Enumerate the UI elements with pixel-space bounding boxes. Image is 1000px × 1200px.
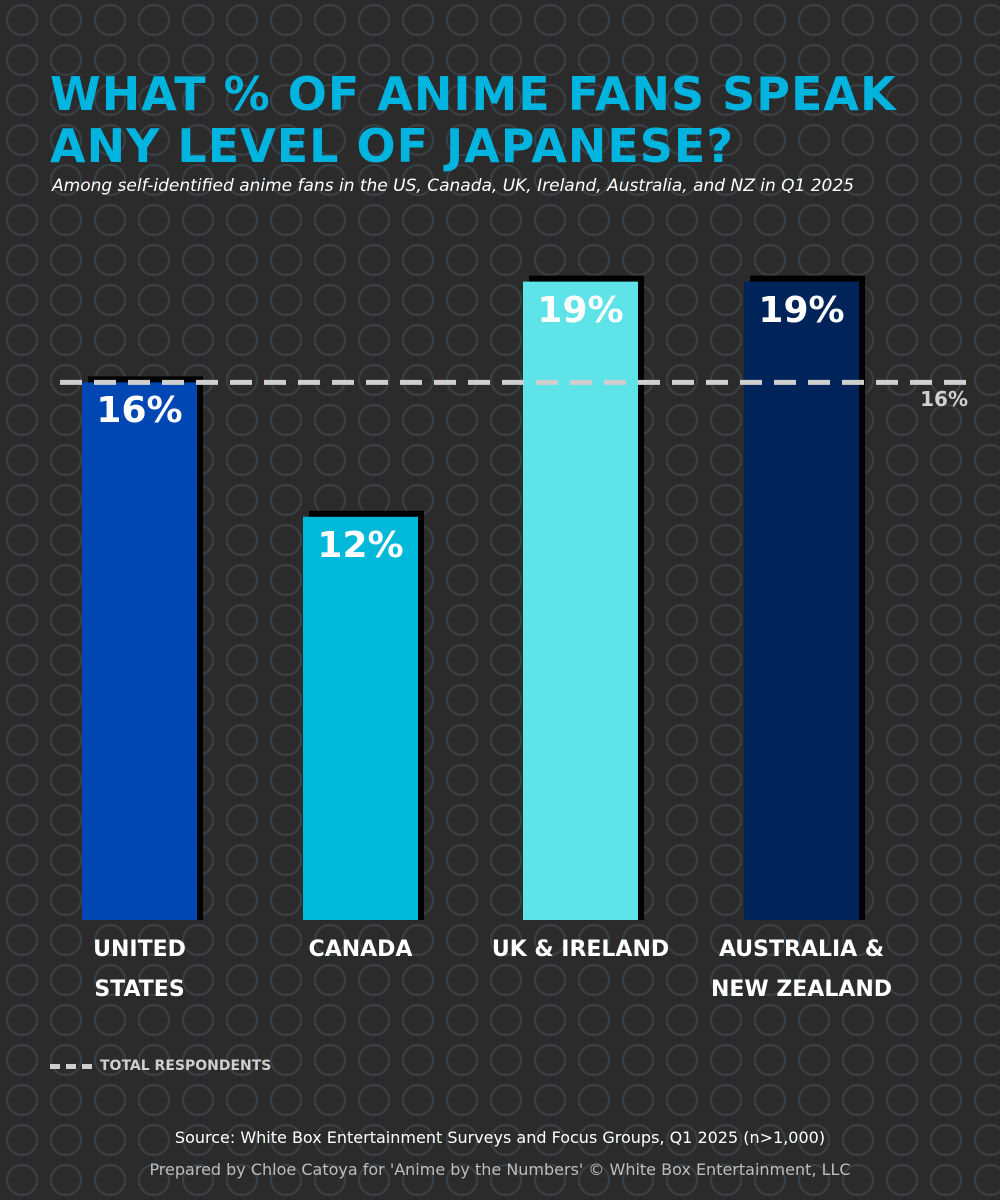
- bar: [523, 281, 638, 921]
- x-tick-label: UK & IRELAND: [491, 937, 670, 962]
- bar: [744, 281, 859, 921]
- x-tick-label: UNITED STATES: [93, 937, 186, 1002]
- bar: [82, 382, 197, 920]
- value-label: 16%: [96, 390, 183, 432]
- legend: TOTAL RESPONDENTS: [50, 1058, 271, 1074]
- value-label: 12%: [317, 524, 404, 566]
- reference-label: 16%: [920, 387, 968, 412]
- source: Source: White Box Entertainment Surveys …: [174, 1128, 826, 1147]
- legend-label: TOTAL RESPONDENTS: [100, 1058, 272, 1074]
- value-label: 19%: [537, 289, 624, 331]
- chart-subtitle: Among self-identified anime fans in the …: [52, 176, 855, 196]
- credit: Prepared by Chloe Catoya for 'Anime by t…: [149, 1160, 851, 1179]
- chart-title: What % of anime fans speak any level of …: [50, 67, 897, 173]
- bar: [303, 516, 418, 920]
- x-tick-label: AUSTRALIA & NEW ZEALAND: [710, 937, 893, 1002]
- value-label: 19%: [758, 289, 845, 331]
- legend-key: [50, 1063, 92, 1069]
- x-tick-label: CANADA: [308, 937, 413, 962]
